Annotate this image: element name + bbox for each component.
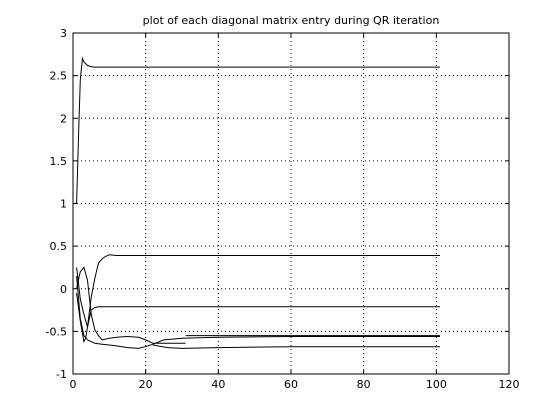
y-tick-label: -0.5 (46, 325, 67, 338)
x-tick-label: 120 (499, 378, 520, 391)
y-tick-label: -1 (56, 368, 67, 381)
x-tick-label: 60 (284, 378, 298, 391)
series-line-2 (76, 254, 440, 328)
x-tick-label: 20 (139, 378, 153, 391)
series-line-3 (76, 292, 440, 344)
x-tick-label: 80 (357, 378, 371, 391)
series-line-4 (76, 266, 186, 344)
series-layer (76, 56, 440, 349)
y-tick-label: 3 (60, 27, 67, 40)
grid-lines (73, 33, 509, 374)
y-tick-label: 1 (60, 198, 67, 211)
x-tick-label: 0 (70, 378, 77, 391)
y-tick-label: 0.5 (50, 240, 68, 253)
y-tick-label: 0 (60, 283, 67, 296)
chart-title: plot of each diagonal matrix entry durin… (143, 14, 440, 27)
y-tick-label: 2.5 (50, 70, 68, 83)
axis-ticks (72, 32, 510, 375)
x-tick-label: 100 (426, 378, 447, 391)
x-tick-label: 40 (211, 378, 225, 391)
axes-frame (72, 32, 510, 375)
series-line-6 (76, 275, 440, 349)
series-line-7 (152, 344, 440, 349)
y-tick-label: 1.5 (50, 155, 68, 168)
y-tick-label: 2 (60, 112, 67, 125)
series-line-1 (76, 56, 440, 204)
tick-labels: 0 20 40 60 80 100 120 -1 -0.5 0 0.5 1 1.5 2 2.5 3 (46, 27, 520, 391)
